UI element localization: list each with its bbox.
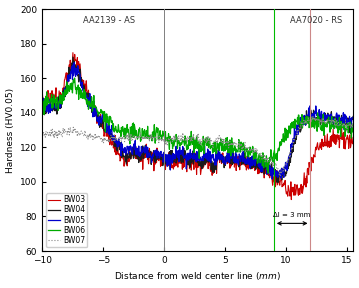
BW05 (245, 158, 249, 161)
Line: BW05: BW05 (42, 63, 353, 179)
BW03 (40, 90, 45, 93)
BW05 (40, 104, 45, 108)
BW05 (139, 151, 143, 154)
BW04 (283, 170, 287, 174)
BW06 (283, 126, 287, 130)
BW05 (128, 144, 132, 147)
BW06 (128, 125, 132, 129)
BW07 (283, 164, 287, 168)
BW04 (245, 163, 249, 166)
BW07 (311, 115, 315, 118)
BW04 (40, 107, 45, 111)
BW05 (270, 177, 274, 181)
BW07 (351, 124, 355, 128)
BW03 (71, 51, 75, 54)
Text: AA2139 - AS: AA2139 - AS (83, 16, 135, 25)
BW03 (321, 145, 326, 148)
Line: BW04: BW04 (42, 57, 353, 182)
Legend: BW03, BW04, BW05, BW06, BW07: BW03, BW04, BW05, BW06, BW07 (46, 193, 87, 247)
Text: Δl = 3 mm: Δl = 3 mm (274, 212, 311, 218)
BW04 (117, 138, 121, 141)
BW04 (71, 55, 75, 59)
BW06 (351, 122, 355, 126)
BW04 (321, 118, 326, 122)
BW03 (117, 152, 121, 156)
BW05 (351, 115, 355, 119)
BW05 (283, 167, 287, 171)
BW05 (117, 137, 121, 141)
Line: BW07: BW07 (42, 116, 353, 175)
BW07 (40, 128, 45, 132)
BW04 (139, 158, 143, 162)
BW06 (321, 113, 326, 116)
BW07 (278, 174, 283, 177)
BW03 (351, 136, 355, 139)
BW05 (72, 61, 76, 65)
Line: BW03: BW03 (42, 53, 353, 200)
BW06 (40, 104, 45, 107)
BW06 (245, 149, 249, 153)
BW05 (321, 114, 326, 117)
BW03 (139, 160, 143, 163)
Y-axis label: Hardness (HV0.05): Hardness (HV0.05) (5, 88, 15, 173)
BW06 (266, 171, 270, 175)
BW06 (139, 137, 143, 140)
BW06 (117, 126, 121, 130)
BW03 (289, 198, 293, 201)
BW03 (245, 164, 249, 168)
BW07 (138, 132, 143, 135)
BW07 (244, 145, 248, 148)
BW07 (321, 117, 326, 121)
X-axis label: Distance from weld center line $\it{(mm)}$: Distance from weld center line $\it{(mm)… (114, 270, 281, 283)
Line: BW06: BW06 (42, 78, 353, 173)
BW04 (128, 156, 132, 159)
BW03 (283, 183, 287, 186)
BW04 (276, 181, 281, 184)
BW07 (116, 137, 120, 140)
BW04 (351, 115, 355, 118)
Text: AA7020 - RS: AA7020 - RS (290, 16, 343, 25)
BW06 (73, 76, 77, 80)
BW03 (128, 156, 132, 159)
BW07 (128, 134, 132, 137)
